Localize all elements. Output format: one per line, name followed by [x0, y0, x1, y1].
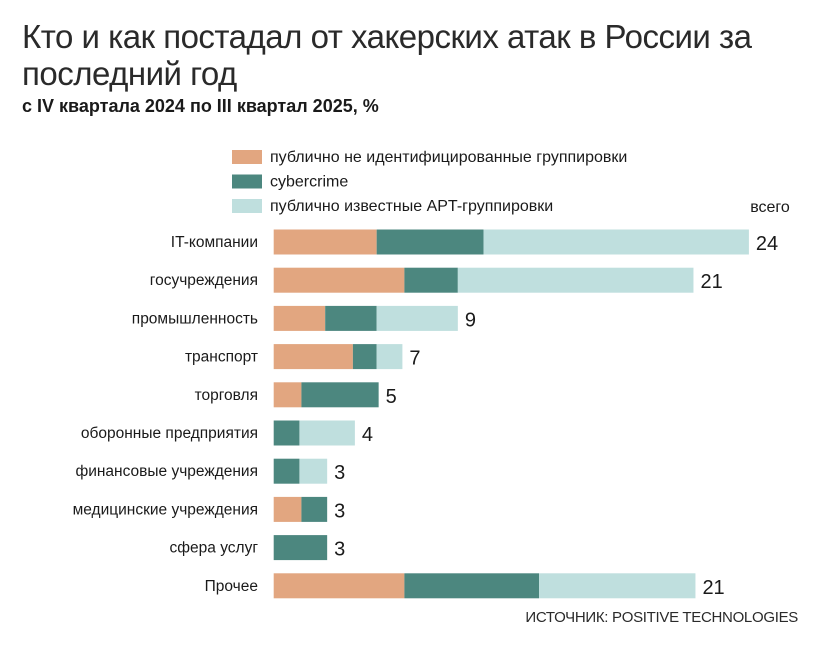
- total-label: 3: [334, 500, 345, 522]
- bar-segment: [273, 344, 353, 370]
- total-label: 24: [756, 233, 778, 255]
- bar-segment: [376, 344, 403, 370]
- total-label: 3: [334, 462, 345, 484]
- category-label: финансовые учреждения: [75, 463, 258, 480]
- category-label: оборонные предприятия: [81, 425, 258, 442]
- category-label: госучреждения: [150, 272, 258, 289]
- category-label: промышленность: [132, 310, 258, 327]
- category-label: Прочее: [205, 578, 258, 595]
- category-label: сфера услуг: [170, 540, 259, 557]
- total-label: 21: [702, 577, 724, 599]
- bar-segment: [325, 305, 377, 331]
- bar-segment: [273, 420, 300, 446]
- bar-segment: [273, 382, 302, 408]
- chart-subtitle: с IV квартала 2024 по III квартал 2025, …: [22, 96, 379, 116]
- bar-segment: [273, 305, 326, 331]
- legend-swatch: [232, 199, 262, 213]
- legend-label: публично не идентифицированные группиров…: [270, 149, 627, 166]
- category-label: медицинские учреждения: [73, 501, 258, 518]
- bar-segment: [457, 267, 694, 293]
- bar-segment: [376, 305, 458, 331]
- bar-segment: [301, 496, 328, 522]
- total-label: 3: [334, 539, 345, 561]
- legend-swatch: [232, 174, 262, 189]
- chart-title: Кто и как постадал от хакерских атак в Р…: [22, 18, 752, 92]
- total-label: 4: [362, 424, 373, 446]
- total-label: 7: [409, 348, 420, 370]
- total-label: 9: [465, 309, 476, 331]
- total-label: 5: [386, 386, 397, 408]
- total-header: всего: [750, 199, 790, 216]
- bar-segment: [404, 573, 540, 599]
- category-label: транспорт: [185, 349, 258, 366]
- bar-segment: [273, 496, 302, 522]
- category-label: торговля: [195, 387, 258, 404]
- bar-segment: [301, 382, 379, 408]
- category-label: IT-компании: [171, 234, 258, 251]
- bar-segment: [352, 344, 377, 370]
- total-label: 21: [700, 271, 722, 293]
- source-note: ИСТОЧНИК: POSITIVE TECHNOLOGIES: [525, 609, 798, 626]
- bar-segment: [273, 267, 405, 293]
- bar-segment: [273, 573, 405, 599]
- legend-swatch: [232, 150, 262, 164]
- bar-segment: [539, 573, 696, 599]
- bar-segment: [483, 229, 749, 255]
- bar-segment: [273, 458, 300, 484]
- bar-segment: [376, 229, 484, 255]
- bar-segment: [299, 420, 355, 446]
- bar-segment: [404, 267, 458, 293]
- legend-label: cybercrime: [270, 174, 348, 191]
- bar-segment: [299, 458, 328, 484]
- bar-segment: [273, 535, 328, 561]
- bar-segment: [273, 229, 377, 255]
- legend-label: публично известные APT-группировки: [270, 198, 553, 215]
